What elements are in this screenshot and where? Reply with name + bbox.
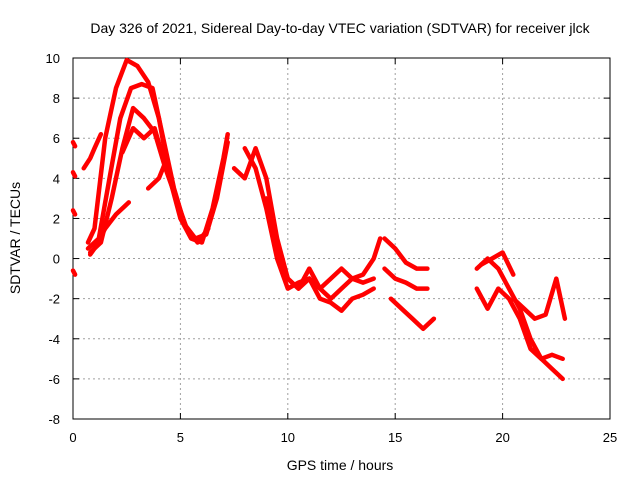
y-tick-label: 4 bbox=[53, 171, 60, 186]
y-tick-label: 10 bbox=[46, 51, 60, 66]
series-points bbox=[83, 133, 102, 169]
x-tick-label: 10 bbox=[281, 430, 295, 445]
series-track-17 bbox=[478, 250, 516, 277]
y-tick-label: -6 bbox=[48, 372, 60, 387]
series-track-5 bbox=[120, 125, 166, 161]
axis-ticks: 0 5 10 15 20 25 -8 -6 -4 -2 0 2 4 6 8 10 bbox=[46, 51, 618, 445]
series-points bbox=[384, 237, 428, 270]
y-tick-label: 2 bbox=[53, 211, 60, 226]
series-track-8 bbox=[231, 146, 376, 301]
series-line bbox=[474, 256, 565, 382]
series-points bbox=[147, 162, 167, 189]
x-tick-label: 25 bbox=[603, 430, 617, 445]
series-line bbox=[382, 236, 430, 271]
series-points bbox=[390, 298, 435, 330]
series-points bbox=[72, 171, 76, 177]
series-line bbox=[382, 266, 430, 291]
series-track-4 bbox=[87, 200, 132, 257]
series-points bbox=[476, 287, 563, 360]
y-tick-label: -8 bbox=[48, 412, 60, 427]
series-points bbox=[121, 126, 164, 159]
series-points bbox=[72, 270, 76, 275]
y-axis-label: SDTVAR / TECUs bbox=[7, 182, 23, 294]
series-points bbox=[87, 83, 229, 250]
x-tick-label: 0 bbox=[69, 430, 76, 445]
y-tick-label: 0 bbox=[53, 252, 60, 267]
series-points bbox=[72, 141, 76, 147]
series-track-19 bbox=[70, 170, 78, 179]
y-tick-label: 8 bbox=[53, 91, 60, 106]
data-series bbox=[70, 57, 568, 382]
series-points bbox=[89, 106, 209, 254]
series-points bbox=[89, 201, 130, 255]
series-track-20 bbox=[70, 208, 78, 217]
series-track-18 bbox=[70, 139, 78, 149]
x-tick-label: 5 bbox=[177, 430, 184, 445]
series-line bbox=[264, 196, 383, 291]
series-track-11 bbox=[382, 236, 430, 271]
y-tick-label: -2 bbox=[48, 292, 60, 307]
series-track-12 bbox=[382, 266, 430, 291]
y-tick-label: 6 bbox=[53, 131, 60, 146]
series-track-7 bbox=[81, 131, 104, 171]
series-line bbox=[231, 146, 376, 301]
grid-lines bbox=[73, 58, 610, 419]
series-track-16 bbox=[511, 276, 568, 321]
series-track-10 bbox=[264, 196, 383, 291]
series-points bbox=[480, 251, 514, 275]
series-points bbox=[72, 210, 76, 215]
x-tick-label: 15 bbox=[388, 430, 402, 445]
series-track-21 bbox=[70, 268, 78, 277]
x-tick-label: 20 bbox=[495, 430, 509, 445]
series-track-14 bbox=[474, 256, 565, 382]
series-line bbox=[388, 296, 437, 332]
series-track-13 bbox=[388, 296, 437, 332]
x-axis-label: GPS time / hours bbox=[287, 457, 394, 473]
series-track-15 bbox=[474, 286, 565, 362]
series-track-3 bbox=[87, 105, 211, 255]
chart-title: Day 326 of 2021, Sidereal Day-to-day VTE… bbox=[90, 20, 590, 36]
series-points bbox=[512, 278, 566, 320]
series-track-6 bbox=[145, 160, 168, 191]
plot-frame bbox=[72, 57, 611, 420]
series-line bbox=[145, 160, 168, 191]
y-tick-label: -4 bbox=[48, 332, 60, 347]
